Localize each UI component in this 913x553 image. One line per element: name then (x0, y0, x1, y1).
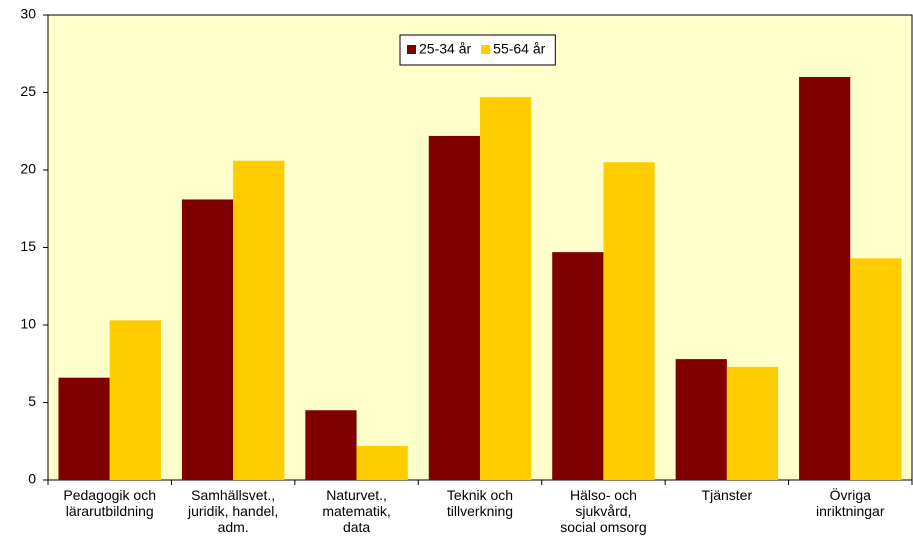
y-tick-label: 30 (20, 6, 36, 22)
x-tick-label: Samhällsvet., juridik, handel, adm. (188, 487, 279, 535)
x-tick-label: Naturvet., matematik, data (322, 487, 391, 535)
bar (233, 160, 285, 480)
bar (58, 377, 110, 480)
bar (480, 97, 532, 481)
bar (305, 410, 357, 480)
bar (675, 359, 727, 480)
bar (552, 252, 604, 480)
y-tick-label: 10 (20, 316, 36, 332)
y-tick-label: 15 (20, 238, 36, 254)
bar (850, 258, 902, 480)
bar (356, 445, 408, 480)
x-tick-label: Hälso- och sjukvård, social omsorg (560, 487, 647, 535)
y-tick-label: 5 (28, 393, 36, 409)
x-tick-label: Pedagogik och lärarutbildning (63, 487, 157, 519)
bar (799, 77, 851, 480)
bar (726, 366, 779, 480)
bar (603, 162, 655, 480)
x-tick-label: Tjänster (701, 487, 753, 503)
legend (399, 34, 556, 66)
x-tick-label: Teknik och tillverkning (446, 487, 514, 519)
y-tick-label: 25 (20, 83, 36, 99)
bar (181, 199, 234, 480)
legend-swatch (481, 45, 491, 54)
bar (109, 320, 161, 480)
legend-swatch (407, 45, 416, 54)
legend-label: 25-34 år (419, 41, 471, 57)
y-tick-label: 0 (28, 471, 36, 487)
bar (428, 135, 480, 480)
x-tick-label: Övriga inriktningar (816, 487, 885, 519)
y-tick-label: 20 (20, 161, 36, 177)
legend-label: 55-64 år (493, 41, 545, 57)
